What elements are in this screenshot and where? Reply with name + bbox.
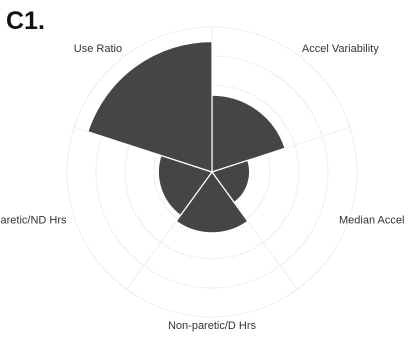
category-label-use-ratio: Use Ratio	[74, 43, 122, 55]
category-label-accel-variability: Accel Variability	[302, 43, 379, 55]
wedge-paretic-nd-hrs	[157, 154, 213, 217]
panel-label: C1.	[6, 7, 45, 35]
wedge-use-ratio	[87, 40, 213, 173]
wedge-accel-variability	[211, 94, 286, 173]
category-label-median-accel: Median Accel	[339, 214, 404, 226]
category-label-paretic-nd-hrs: Paretic/ND Hrs	[0, 214, 67, 226]
wedge-median-accel	[211, 159, 251, 204]
wedge-group	[87, 40, 286, 234]
category-label-non-paretic-d-hrs: Non-paretic/D Hrs	[168, 320, 257, 332]
category-labels: Accel Variability Median Accel Non-paretic…	[0, 43, 404, 332]
wedge-non-paretic-d-hrs	[175, 170, 249, 234]
